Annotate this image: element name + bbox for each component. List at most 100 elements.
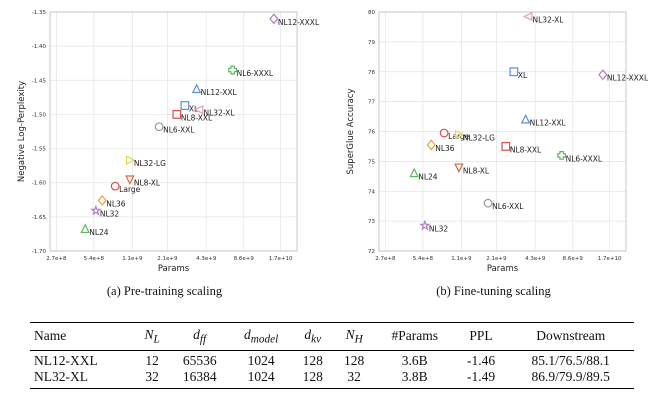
finetune-xtick-label: 8.6e+9 (563, 256, 584, 262)
finetune-point-nl8-xxl (501, 142, 511, 151)
finetune-point-label-nl12-xxl: NL12-XXL (530, 119, 567, 128)
finetune-point-label-nl32-lg: NL32-LG (463, 133, 495, 142)
pretrain-point-nl32-lg (125, 155, 136, 165)
finetune-point-nl12-xxxl (598, 69, 608, 81)
finetuning-scatter-plot: 2.7e+8 5.4e+8 1.1e+9 2.1e+9 4.3e+9 8.6e+9 1.7e… (346, 10, 649, 274)
finetune-point-nl32 (419, 219, 431, 231)
finetune-ytick-label: 78 (368, 70, 375, 76)
pretrain-ytick-label: -1.50 (32, 112, 47, 118)
pretrain-plot-frame (49, 11, 298, 252)
pretrain-point-label-nl32-lg: NL32-LG (134, 159, 166, 168)
finetune-point-label-nl6-xxl: NL6-XXL (492, 202, 524, 211)
finetune-point-label-nl8-xl: NL8-XL (463, 166, 490, 175)
pretrain-point-label-nl8-xl: NL8-XL (134, 178, 161, 187)
pretrain-point-label-nl32-xl: NL32-XL (204, 109, 236, 118)
pretrain-point-large (110, 181, 120, 191)
col-header-ppl: PPL (454, 322, 508, 351)
pretrain-ytick-label: -1.35 (32, 10, 47, 16)
finetune-xtick-label: 1.1e+9 (451, 256, 472, 262)
finetune-x-axis-label: Params (487, 264, 519, 274)
col-header-nl: NL (135, 322, 170, 351)
finetune-point-nl32-lg (454, 129, 465, 140)
finetune-plot-frame (378, 11, 627, 252)
finetune-xtick-label: 1.7e+10 (598, 256, 622, 262)
finetune-ytick-label: 75 (368, 159, 375, 165)
table-cell: 128 (344, 352, 365, 368)
pretrain-point-nl6-xxxl (228, 65, 238, 75)
finetune-ytick-label: 74 (368, 189, 375, 195)
col-header-nh-sub: H (354, 333, 363, 346)
table-cell: 1024 (230, 368, 293, 389)
pretrain-ytick-label: -1.55 (32, 147, 47, 153)
pretraining-scaling-chart: 2.7e+8 5.4e+8 1.1e+9 2.1e+9 4.3e+9 8.6e+9 1.7e… (0, 0, 329, 305)
finetune-point-label-nl24: NL24 (418, 172, 438, 181)
col-header-nh: NH (333, 322, 375, 351)
finetune-point-large (439, 128, 449, 138)
pretrain-ytick-label: -1.70 (32, 249, 47, 255)
results-table: Name NL dff dmodel dkv NH #Params PPL Do… (30, 322, 634, 389)
finetune-point-label-nl32-xl: NL32-XL (533, 15, 565, 24)
finetune-y-axis-label: SuperGlue Accuracy (346, 89, 356, 175)
finetune-point-label-nl6-xxxl: NL6-XXXL (566, 154, 603, 163)
finetune-grid (379, 11, 626, 252)
pretrain-point-xl (180, 101, 190, 110)
pretrain-ytick-label: -1.65 (32, 215, 47, 221)
pretrain-ytick-label: -1.45 (32, 78, 47, 84)
table-cell: 32 (135, 368, 170, 389)
pretrain-xtick-label: 5.4e+8 (84, 256, 105, 262)
pretrain-xtick-label: 2.7e+8 (46, 256, 67, 262)
finetune-point-label-nl36: NL36 (435, 144, 455, 153)
pretrain-point-label-nl8-xxl: NL8-XXL (181, 113, 213, 122)
pretrain-point-label-nl36: NL36 (106, 199, 126, 208)
table-cell: -1.49 (454, 368, 508, 389)
pretrain-point-label-large: Large (119, 185, 140, 194)
finetune-point-label-nl12-xxxl: NL12-XXXL (607, 74, 649, 83)
finetuning-scaling-chart: 2.7e+8 5.4e+8 1.1e+9 2.1e+9 4.3e+9 8.6e+9 1.7e… (329, 0, 658, 305)
finetune-ytick-label: 79 (368, 40, 375, 46)
pretrain-xtick-label: 4.3e+9 (196, 256, 217, 262)
finetune-point-nl32-xl (522, 11, 533, 22)
pretrain-point-label-nl32: NL32 (100, 210, 120, 219)
finetune-ytick-label: 77 (368, 100, 375, 106)
finetune-point-xl (509, 67, 519, 77)
pretrain-ytick-label: -1.40 (32, 44, 47, 50)
finetune-point-nl6-xxl (483, 198, 493, 208)
table-cell: NL12-XXL (34, 352, 98, 368)
pretrain-point-nl32-xl (193, 104, 204, 115)
table-cell: 86.9/79.9/89.5 (507, 368, 634, 389)
pretrain-point-label-nl6-xxl: NL6-XXL (163, 126, 195, 135)
col-header-nl-base: N (144, 327, 154, 342)
col-header-dff: dff (169, 322, 231, 351)
table-cell: 128 (302, 352, 323, 368)
table-row: NL32-XL 32 16384 1024 128 32 3.8B -1.49 … (30, 368, 634, 389)
finetune-point-nl36 (426, 139, 436, 151)
finetune-point-label-xl: XL (518, 71, 528, 80)
finetune-xtick-label: 2.1e+9 (486, 256, 507, 262)
pretrain-point-label-nl12-xxxl: NL12-XXXL (278, 18, 320, 27)
pretrain-point-label-nl24: NL24 (89, 228, 109, 237)
table-cell: 3.6B (401, 352, 428, 368)
table-cell: 1024 (247, 352, 275, 368)
pretrain-point-nl6-xxl (154, 122, 164, 132)
pretrain-xtick-label: 1.1e+9 (122, 256, 143, 262)
table-header-row: Name NL dff dmodel dkv NH #Params PPL Do… (30, 322, 634, 351)
table-cell: 16384 (169, 368, 231, 389)
col-header-dff-sub: ff (199, 333, 207, 346)
finetune-xtick-label: 2.7e+8 (375, 256, 396, 262)
col-header-dmodel: dmodel (230, 322, 293, 351)
finetune-xtick-label: 4.3e+9 (525, 256, 546, 262)
pretrain-xtick-label: 8.6e+9 (234, 256, 255, 262)
pretrain-point-nl8-xxl (172, 110, 182, 119)
finetune-ytick-label: 80 (368, 10, 375, 16)
col-header-params: #Params (374, 322, 455, 351)
caption-pretraining: (a) Pre-training scaling (106, 284, 223, 298)
finetune-ytick-label: 72 (368, 249, 375, 255)
table-cell: 12 (145, 352, 159, 368)
pretrain-xtick-label: 2.1e+9 (157, 256, 178, 262)
pretrain-xtick-label: 1.7e+10 (269, 256, 293, 262)
caption-finetuning: (b) Fine-tuning scaling (436, 284, 551, 298)
col-header-nl-sub: L (153, 333, 160, 346)
pretrain-point-label-xl: XL (189, 105, 199, 114)
